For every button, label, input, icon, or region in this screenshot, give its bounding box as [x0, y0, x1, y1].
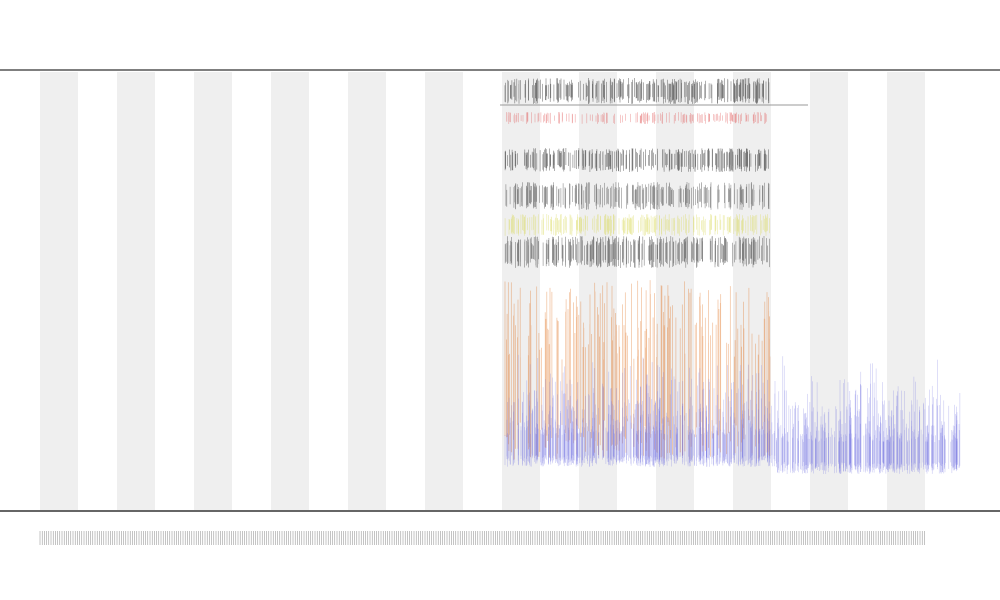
band — [194, 72, 232, 510]
feature-track — [504, 78, 770, 104]
band — [502, 72, 540, 510]
band — [271, 72, 309, 510]
signal-peaks — [504, 280, 771, 460]
band — [579, 72, 617, 510]
x-axis-tick-marks — [39, 531, 925, 545]
band — [810, 72, 848, 510]
band — [425, 72, 463, 510]
feature-track — [504, 214, 770, 236]
background-bands — [40, 72, 925, 510]
tick-label-row — [39, 531, 925, 545]
band — [733, 72, 771, 510]
feature-track — [504, 148, 769, 172]
feature-track — [504, 236, 770, 268]
tracks — [504, 78, 961, 474]
coverage — [504, 354, 961, 474]
feature-track — [506, 112, 767, 124]
band — [887, 72, 925, 510]
feature-track — [505, 182, 770, 210]
band — [656, 72, 694, 510]
band — [117, 72, 155, 510]
band — [348, 72, 386, 510]
band — [40, 72, 78, 510]
